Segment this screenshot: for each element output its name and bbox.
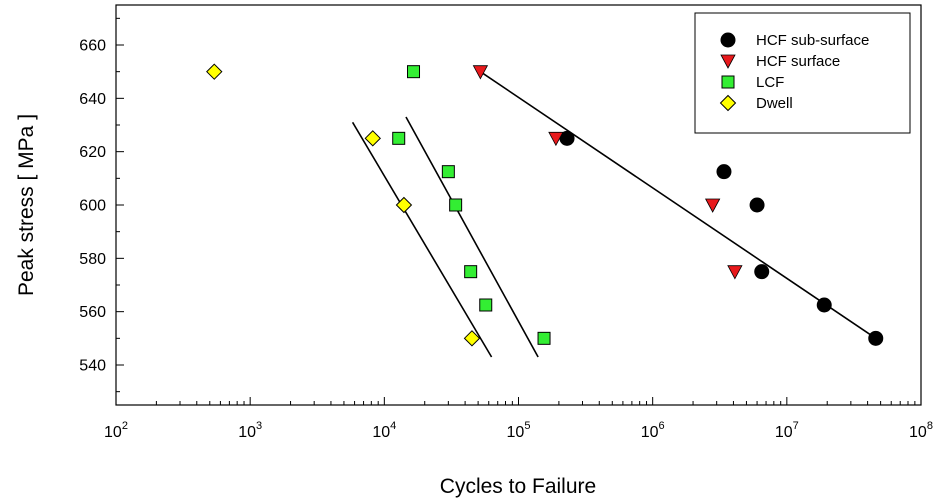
data-point-lcf	[441, 165, 455, 179]
x-tick-label: 106	[641, 420, 665, 441]
legend-frame	[694, 12, 911, 134]
data-point-hcf-sub-surface	[816, 297, 832, 313]
legend-label-lcf: LCF	[756, 74, 784, 91]
data-point-lcf	[392, 131, 406, 145]
x-tick-label: 105	[507, 420, 531, 441]
data-point-dwell	[364, 130, 381, 147]
x-axis: 102 103 104 105 106 107 108	[104, 397, 933, 441]
y-axis-title: Peak stress [ MPa ]	[15, 114, 38, 296]
data-point-hcf-sub-surface	[749, 197, 765, 213]
data-point-dwell	[395, 196, 413, 214]
y-tick-label: 660	[79, 38, 106, 55]
x-tick-label: 103	[238, 420, 262, 441]
legend-marker-hcf-surface	[720, 54, 736, 69]
legend-marker-dwell	[719, 94, 737, 112]
fit-line-1	[351, 121, 493, 358]
data-point-dwell	[463, 330, 481, 347]
data-point-lcf	[449, 198, 463, 212]
legend-marker-hcf-sub-surface	[720, 32, 736, 48]
data-point-hcf-surface	[704, 198, 721, 213]
fit-line-2	[405, 116, 539, 358]
x-axis-title: Cycles to Failure	[440, 475, 596, 498]
x-tick-label: 102	[104, 420, 128, 441]
legend-label-hcf-surface: HCF surface	[756, 53, 840, 70]
data-point-hcf-sub-surface	[716, 164, 732, 180]
y-tick-label: 580	[79, 251, 106, 268]
x-tick-label: 108	[909, 420, 933, 441]
data-point-lcf	[407, 65, 421, 79]
legend-marker-lcf	[721, 75, 735, 89]
x-tick-label: 104	[372, 420, 396, 441]
y-axis: 540 560 580 600 620 640 660	[79, 17, 124, 393]
data-point-lcf	[537, 331, 551, 345]
y-tick-label: 560	[79, 304, 106, 321]
data-point-hcf-surface	[472, 65, 489, 80]
data-point-hcf-sub-surface	[868, 330, 884, 346]
data-points	[206, 63, 884, 347]
data-point-hcf-sub-surface	[754, 264, 770, 280]
data-point-lcf	[479, 298, 493, 312]
y-tick-label: 600	[79, 198, 106, 215]
legend-label-hcf-sub-surface: HCF sub-surface	[756, 32, 869, 49]
y-tick-label: 540	[79, 358, 106, 375]
fit-lines	[351, 71, 877, 358]
data-point-lcf	[464, 265, 478, 279]
x-tick-label: 107	[775, 420, 799, 441]
legend: HCF sub-surface HCF surface LCF Dwell	[694, 12, 911, 134]
data-point-hcf-surface	[548, 131, 564, 147]
y-tick-label: 640	[79, 91, 106, 108]
data-point-hcf-surface	[727, 265, 743, 280]
y-tick-label: 620	[79, 144, 106, 161]
fit-line-3	[479, 71, 877, 339]
legend-label-dwell: Dwell	[756, 95, 793, 112]
data-point-dwell	[206, 63, 223, 80]
